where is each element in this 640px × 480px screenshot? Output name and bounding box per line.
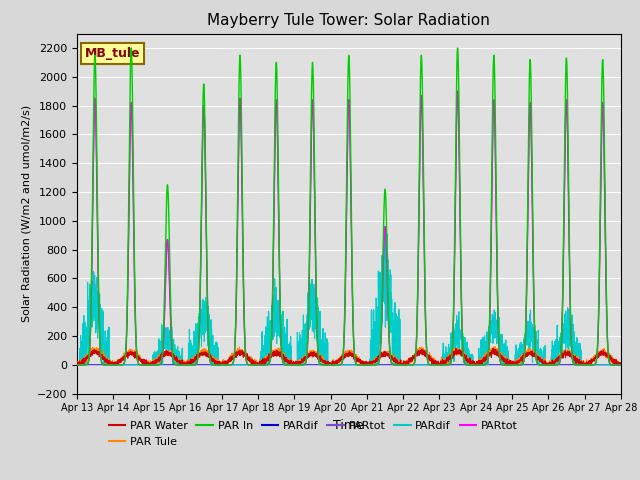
X-axis label: Time: Time [333, 419, 364, 432]
Title: Mayberry Tule Tower: Solar Radiation: Mayberry Tule Tower: Solar Radiation [207, 13, 490, 28]
Legend: PAR Water, PAR Tule, PAR In, PARdif, PARtot, PARdif, PARtot: PAR Water, PAR Tule, PAR In, PARdif, PAR… [104, 417, 522, 451]
Y-axis label: Solar Radiation (W/m2 and umol/m2/s): Solar Radiation (W/m2 and umol/m2/s) [21, 105, 31, 322]
Text: MB_tule: MB_tule [85, 47, 140, 60]
